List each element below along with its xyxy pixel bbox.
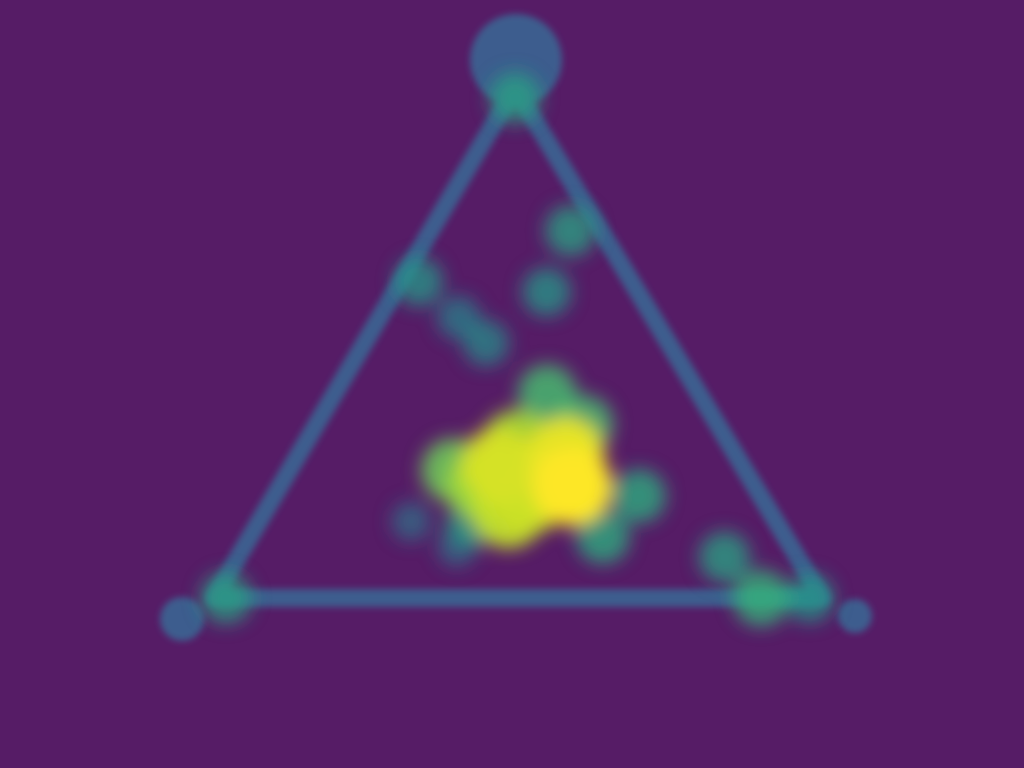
density-point [522, 267, 571, 317]
density-point [785, 573, 835, 623]
density-point [532, 445, 613, 526]
corner-node-top [470, 14, 562, 106]
density-point [461, 427, 537, 504]
density-layer [200, 72, 835, 627]
density-point [612, 469, 666, 523]
density-point [732, 569, 790, 627]
density-point [463, 319, 510, 367]
density-point [200, 572, 252, 624]
corner-node-bottom-left [160, 597, 204, 641]
corner-node-bottom-right [838, 599, 872, 633]
ternary-frame [160, 14, 872, 641]
density-point [394, 257, 444, 307]
triangle-outline [205, 79, 831, 607]
density-point [698, 531, 751, 583]
density-point [391, 501, 431, 542]
density-point [489, 72, 541, 124]
density-point [575, 509, 630, 564]
density-point [544, 205, 597, 257]
